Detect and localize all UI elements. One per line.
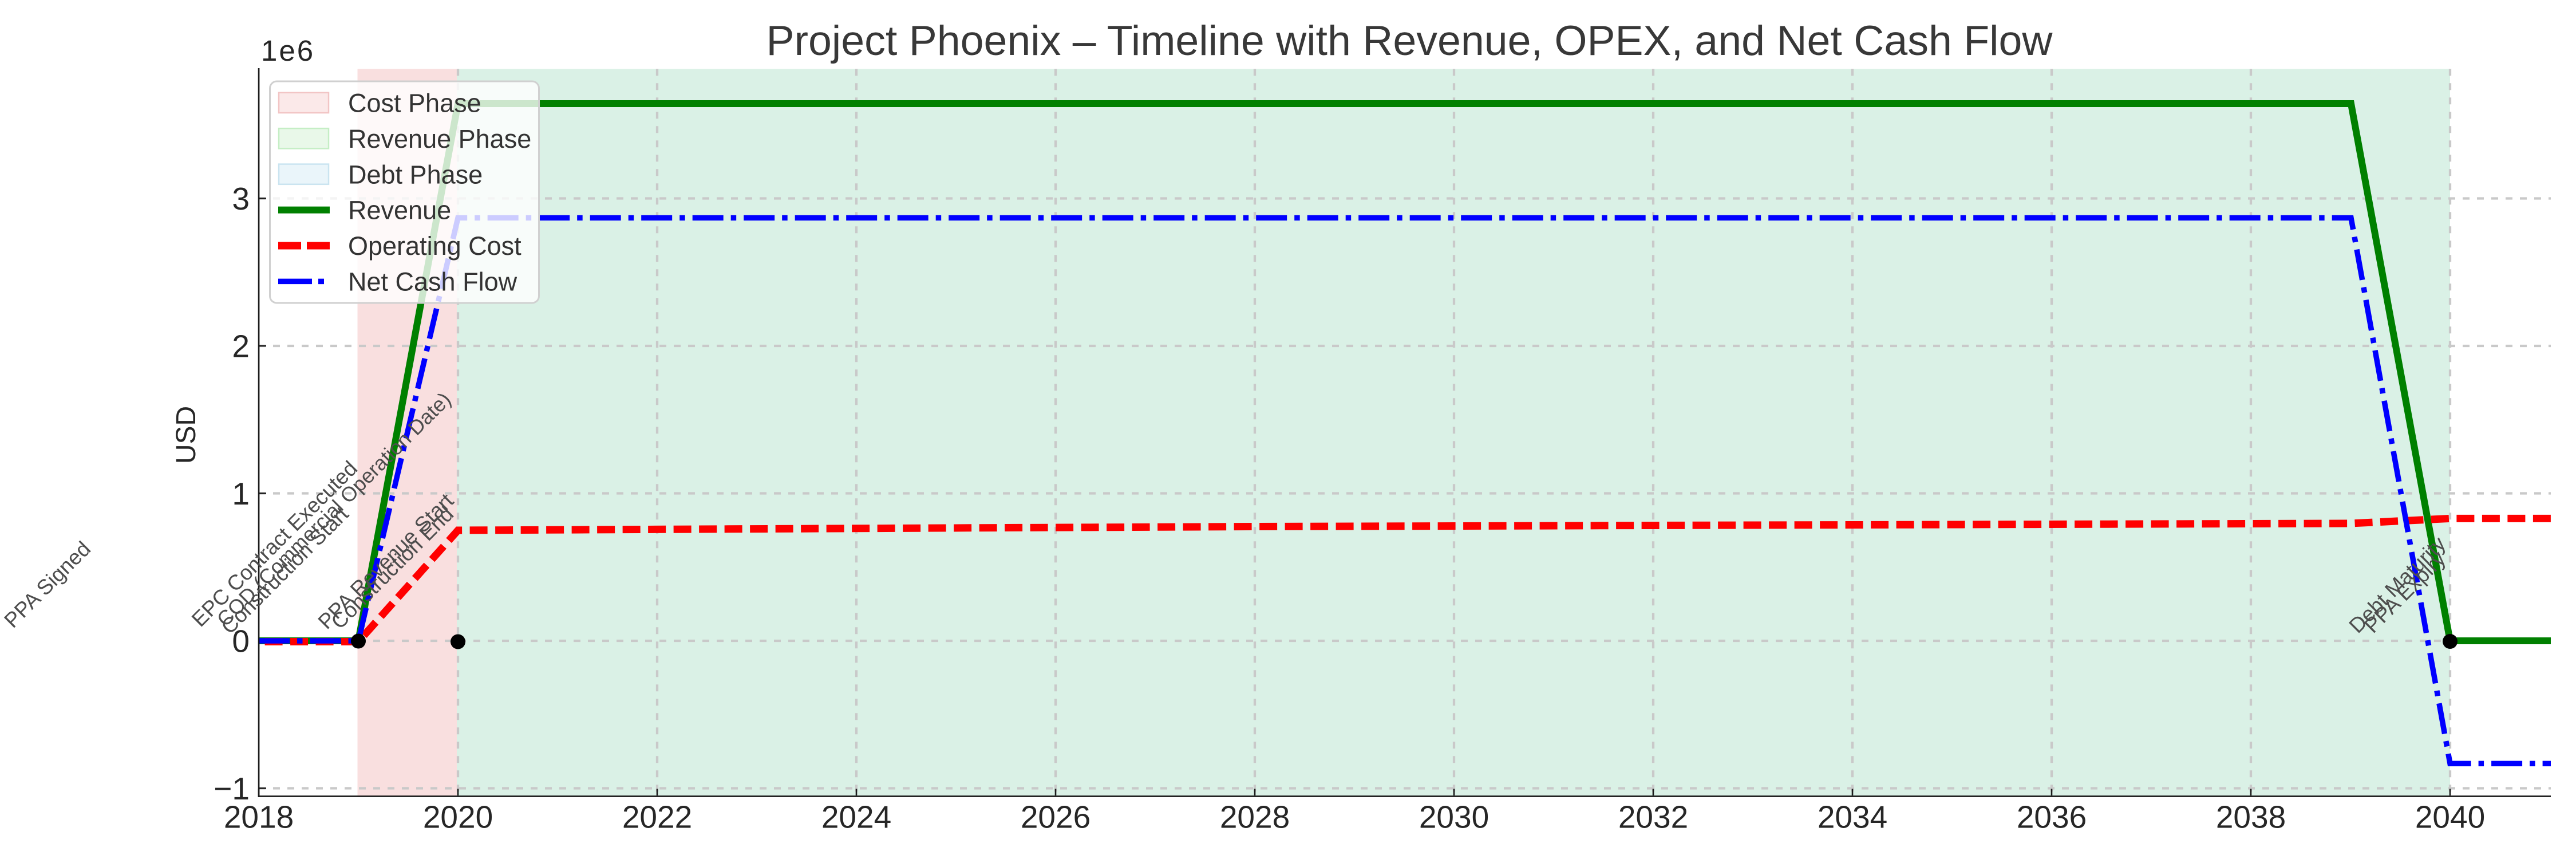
svg-text:2022: 2022 [622, 799, 692, 835]
svg-text:Project Phoenix – Timeline wit: Project Phoenix – Timeline with Revenue,… [767, 17, 2053, 64]
svg-text:2018: 2018 [224, 799, 294, 835]
svg-text:USD: USD [171, 406, 202, 464]
svg-text:−1: −1 [214, 771, 250, 806]
svg-text:3: 3 [232, 181, 250, 216]
svg-text:2024: 2024 [821, 799, 891, 835]
svg-text:1e6: 1e6 [261, 34, 315, 67]
svg-text:2030: 2030 [1419, 799, 1489, 835]
svg-text:Revenue: Revenue [348, 196, 451, 225]
svg-text:0: 0 [232, 624, 250, 659]
svg-text:2038: 2038 [2216, 799, 2286, 835]
svg-text:2026: 2026 [1021, 799, 1091, 835]
svg-text:2032: 2032 [1618, 799, 1688, 835]
svg-text:Operating Cost: Operating Cost [348, 231, 521, 261]
svg-text:2: 2 [232, 329, 250, 364]
svg-text:2036: 2036 [2017, 799, 2087, 835]
svg-text:PPA Signed: PPA Signed [0, 537, 95, 632]
svg-text:Revenue Phase: Revenue Phase [348, 124, 531, 153]
svg-text:2028: 2028 [1220, 799, 1290, 835]
svg-text:Cost Phase: Cost Phase [348, 89, 481, 118]
svg-text:Debt Phase: Debt Phase [348, 160, 483, 189]
svg-text:1: 1 [232, 476, 250, 511]
svg-text:2034: 2034 [1818, 799, 1887, 835]
svg-text:Net Cash Flow: Net Cash Flow [348, 267, 517, 297]
svg-text:2020: 2020 [423, 799, 493, 835]
svg-text:2040: 2040 [2415, 799, 2485, 835]
